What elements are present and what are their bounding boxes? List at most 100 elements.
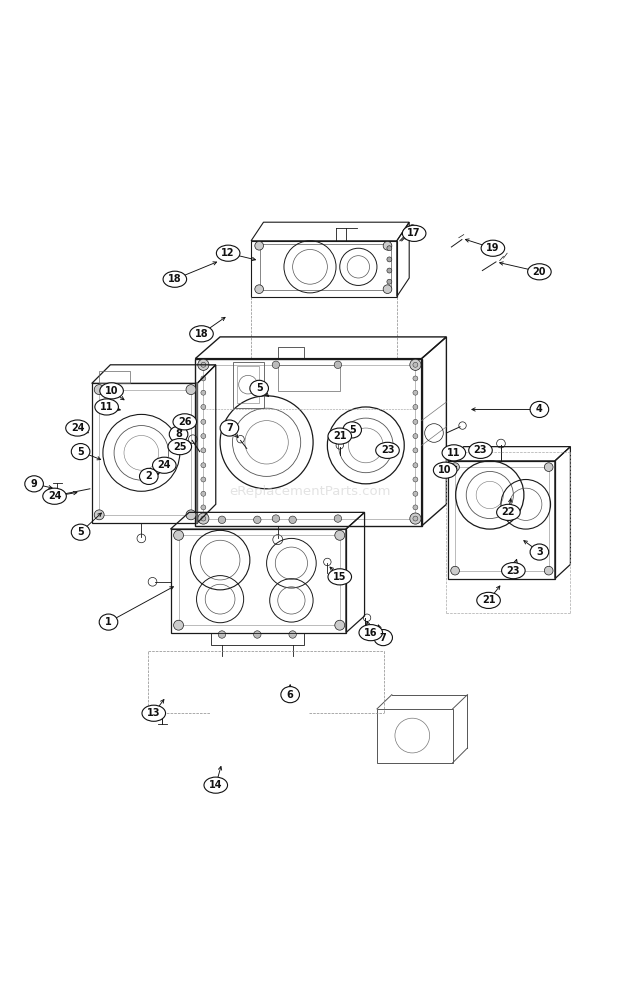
Text: 10: 10 (105, 386, 118, 396)
Circle shape (201, 434, 206, 439)
Circle shape (201, 405, 206, 410)
Text: 10: 10 (438, 465, 452, 475)
Ellipse shape (442, 445, 466, 461)
Circle shape (218, 516, 226, 524)
Circle shape (413, 462, 418, 467)
Text: 9: 9 (31, 479, 37, 489)
Circle shape (451, 566, 459, 575)
Ellipse shape (190, 326, 213, 342)
Text: 23: 23 (381, 446, 394, 455)
Text: 18: 18 (195, 329, 208, 339)
Text: 24: 24 (157, 460, 171, 470)
Circle shape (413, 505, 418, 510)
Circle shape (410, 513, 421, 524)
Text: 16: 16 (364, 628, 378, 638)
Ellipse shape (95, 399, 118, 415)
Text: 2: 2 (146, 471, 152, 481)
Text: 21: 21 (482, 595, 495, 606)
Ellipse shape (25, 476, 43, 492)
Circle shape (201, 491, 206, 496)
Text: 6: 6 (287, 690, 293, 700)
Text: 21: 21 (333, 431, 347, 442)
Circle shape (218, 631, 226, 639)
Ellipse shape (220, 420, 239, 437)
Ellipse shape (477, 592, 500, 609)
Text: 5: 5 (78, 446, 84, 456)
Circle shape (413, 390, 418, 395)
Ellipse shape (163, 271, 187, 287)
Text: 14: 14 (209, 780, 223, 790)
Circle shape (410, 359, 421, 370)
Text: 13: 13 (147, 708, 161, 718)
Circle shape (201, 376, 206, 381)
Ellipse shape (528, 263, 551, 280)
Ellipse shape (530, 401, 549, 418)
Circle shape (201, 420, 206, 425)
Circle shape (254, 631, 261, 639)
Circle shape (186, 510, 196, 520)
Circle shape (334, 361, 342, 368)
Circle shape (201, 390, 206, 395)
Circle shape (201, 505, 206, 510)
Ellipse shape (359, 625, 383, 641)
Circle shape (186, 385, 196, 395)
Circle shape (544, 462, 553, 471)
Text: 23: 23 (507, 565, 520, 575)
Ellipse shape (281, 687, 299, 703)
Text: 7: 7 (226, 423, 232, 433)
Ellipse shape (153, 457, 176, 473)
Circle shape (201, 516, 206, 521)
Ellipse shape (43, 488, 66, 504)
Text: 23: 23 (474, 446, 487, 455)
Ellipse shape (497, 504, 520, 521)
Text: 8: 8 (175, 430, 182, 440)
Text: 11: 11 (447, 447, 461, 457)
Circle shape (387, 279, 392, 284)
Circle shape (255, 285, 264, 293)
Ellipse shape (71, 524, 90, 541)
Circle shape (174, 531, 184, 541)
Ellipse shape (100, 383, 123, 399)
Ellipse shape (481, 241, 505, 256)
Ellipse shape (402, 226, 426, 242)
Circle shape (198, 513, 209, 524)
Text: 24: 24 (71, 423, 84, 433)
Circle shape (335, 531, 345, 541)
Ellipse shape (66, 420, 89, 437)
Circle shape (201, 447, 206, 452)
Circle shape (335, 621, 345, 631)
Ellipse shape (328, 428, 352, 445)
Text: 4: 4 (536, 405, 542, 415)
Ellipse shape (250, 380, 268, 396)
Text: 15: 15 (333, 572, 347, 582)
Text: 18: 18 (168, 274, 182, 284)
Ellipse shape (99, 614, 118, 631)
Circle shape (201, 362, 206, 367)
Ellipse shape (502, 562, 525, 579)
Text: 5: 5 (78, 528, 84, 538)
Circle shape (289, 516, 296, 524)
Ellipse shape (204, 777, 228, 793)
Text: 5: 5 (256, 383, 262, 393)
Circle shape (413, 434, 418, 439)
Ellipse shape (142, 705, 166, 722)
Text: 26: 26 (178, 417, 192, 427)
Ellipse shape (374, 630, 392, 645)
Text: 5: 5 (349, 425, 355, 435)
Text: 25: 25 (173, 442, 187, 451)
Circle shape (413, 447, 418, 452)
Circle shape (272, 515, 280, 523)
Text: 24: 24 (48, 491, 61, 501)
Ellipse shape (140, 468, 158, 484)
Circle shape (387, 257, 392, 262)
Circle shape (94, 510, 104, 520)
Circle shape (451, 462, 459, 471)
Circle shape (174, 621, 184, 631)
Circle shape (387, 268, 392, 273)
Ellipse shape (343, 422, 361, 438)
Text: 19: 19 (486, 244, 500, 253)
Text: 22: 22 (502, 507, 515, 518)
Circle shape (413, 491, 418, 496)
Circle shape (383, 285, 392, 293)
Circle shape (254, 516, 261, 524)
